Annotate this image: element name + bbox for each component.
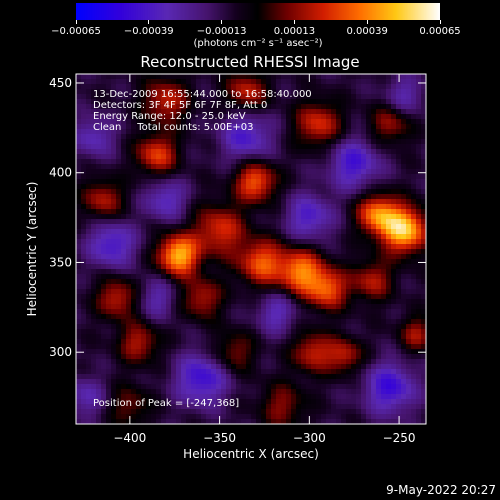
annotation-clean-counts: Clean Total counts: 5.00E+03 — [93, 122, 253, 133]
x-tick-label: −250 — [383, 431, 416, 445]
plot-timestamp: 9-May-2022 20:27 — [386, 483, 496, 497]
colorbar-tick — [221, 20, 223, 24]
annotation-time-range: 13-Dec-2009 16:55:44.000 to 16:58:40.000 — [93, 89, 312, 100]
y-tick-label: 400 — [49, 166, 72, 180]
x-tick-label: −400 — [113, 431, 146, 445]
x-tick-label: −350 — [203, 431, 236, 445]
annotation-detectors: Detectors: 3F 4F 5F 6F 7F 8F, Att 0 — [93, 100, 267, 111]
colorbar-tick — [366, 20, 368, 24]
y-tick-label: 350 — [49, 255, 72, 269]
y-axis-ticks: 300 350 400 450 — [49, 76, 426, 359]
y-tick-label: 300 — [49, 345, 72, 359]
colorbar-tick-label: 0.00065 — [419, 26, 461, 37]
y-axis-label: Heliocentric Y (arcsec) — [25, 182, 39, 317]
colorbar-tick-label: −0.00039 — [123, 26, 174, 37]
x-axis-ticks: −400 −350 −300 −250 — [113, 74, 416, 445]
colorbar-units: (photons cm⁻² s⁻¹ asec⁻²) — [193, 38, 323, 49]
colorbar-tick-label: −0.00013 — [196, 26, 247, 37]
peak-position-label: Position of Peak = [-247,368] — [93, 398, 239, 409]
colorbar-tick — [439, 20, 441, 24]
plot-border — [75, 73, 427, 425]
annotation-energy-range: Energy Range: 12.0 - 25.0 keV — [93, 111, 246, 122]
heatmap-image — [76, 74, 426, 424]
colorbar-tick-label: 0.00039 — [346, 26, 388, 37]
colorbar-gradient — [76, 3, 440, 20]
x-axis-label: Heliocentric X (arcsec) — [183, 447, 319, 461]
colorbar — [76, 3, 440, 20]
chart-title: Reconstructed RHESSI Image — [140, 53, 360, 71]
y-tick-label: 450 — [49, 76, 72, 90]
colorbar-tick — [293, 20, 295, 24]
colorbar-tick — [148, 20, 150, 24]
colorbar-tick-label: 0.00013 — [273, 26, 316, 37]
colorbar-tick — [75, 20, 77, 24]
x-tick-label: −300 — [293, 431, 326, 445]
colorbar-tick-label: −0.00065 — [51, 26, 101, 37]
